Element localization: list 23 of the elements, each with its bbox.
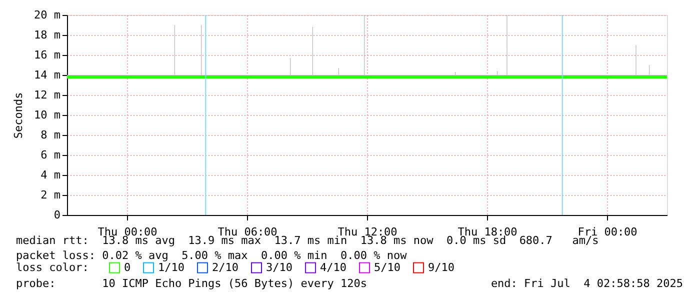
y-tick-label: 14 m [34, 68, 61, 82]
y-tick-label: 4 m [40, 168, 61, 182]
y-tick-label: 0 [54, 208, 60, 222]
y-tick-label: 8 m [40, 128, 61, 142]
y-tick-label: 2 m [40, 188, 61, 202]
legend-label: 3/10 [266, 260, 292, 274]
legend-label: 2/10 [212, 260, 238, 274]
legend-label: 0 [124, 260, 131, 274]
text: end: Fri Jul 4 02:58:58 2025 [490, 277, 683, 290]
text: packet loss: 0.02 % avg 5.00 % max 0.00 % min 0.00 % now [16, 249, 408, 262]
text: probe: 10 ICMP Echo Pings (56 Bytes) every 120s [16, 277, 367, 290]
legend-label: 5/10 [374, 260, 400, 274]
y-tick-label: 12 m [34, 88, 61, 102]
y-axis-title: Seconds [12, 92, 26, 139]
y-tick-label: 20 m [34, 8, 61, 22]
y-tick-label: 16 m [34, 48, 61, 62]
legend-label: 1/10 [158, 260, 184, 274]
legend-label: 9/10 [428, 260, 454, 274]
legend-title: loss color: [16, 261, 89, 274]
y-tick-label: 6 m [40, 148, 61, 162]
y-tick-label: 10 m [34, 108, 61, 122]
legend-label: 4/10 [320, 260, 346, 274]
y-tick-label: 18 m [34, 28, 61, 42]
